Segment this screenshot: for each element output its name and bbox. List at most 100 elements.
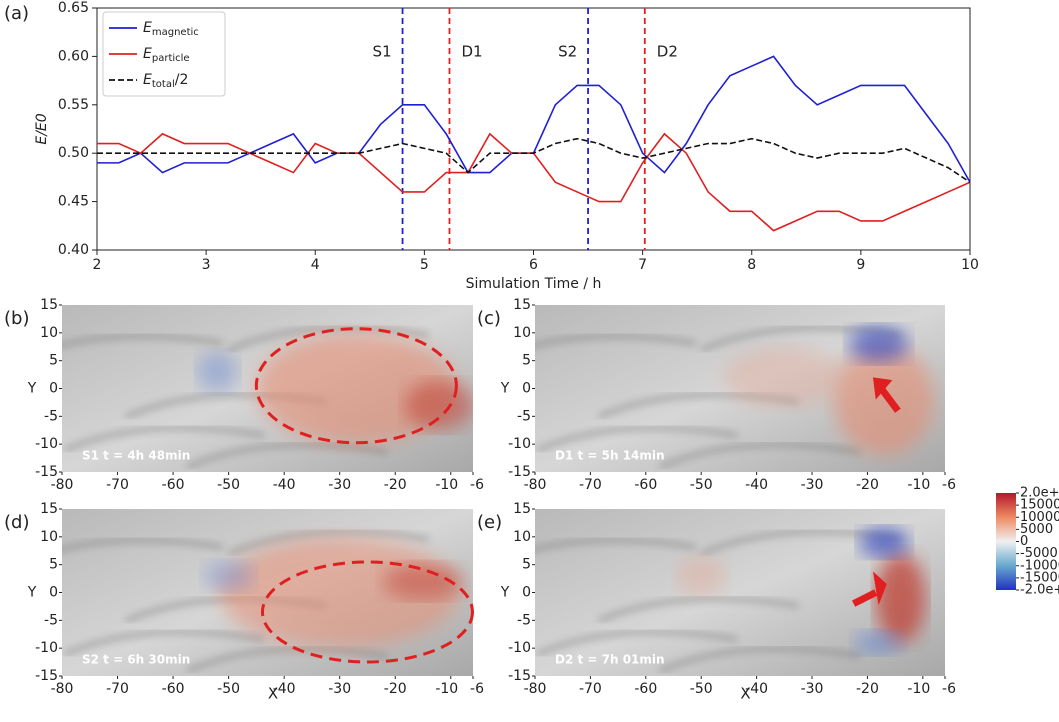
- field-blob: [383, 563, 464, 600]
- y-tick-label: -15: [35, 464, 58, 480]
- y-tick-label: 5: [49, 557, 58, 573]
- x-tick-label: -80: [524, 477, 547, 493]
- y-tick-label: 10: [40, 325, 58, 341]
- panel-label: (a): [4, 3, 29, 24]
- x-tick-label: 4: [311, 257, 320, 273]
- y-tick-label: -10: [508, 436, 531, 452]
- y-tick-label: -15: [508, 668, 531, 684]
- x-tick-label: -10: [907, 477, 930, 493]
- ridge: [62, 333, 224, 348]
- x-axis-label: X: [740, 685, 750, 703]
- caption: S1 t = 4h 48min: [82, 449, 190, 463]
- y-tick-label: 15: [40, 501, 58, 517]
- series-line: [97, 137, 971, 183]
- plot-frame: [96, 7, 971, 251]
- event-label: D2: [657, 43, 678, 61]
- ridge: [63, 629, 265, 657]
- ridge: [658, 646, 861, 674]
- x-tick-label: -80: [51, 681, 74, 697]
- arrow: [878, 386, 901, 413]
- legend-label: Etotal/2: [143, 72, 188, 90]
- colorbar-tick-label: 10000: [1020, 510, 1059, 525]
- arrow-head: [872, 571, 887, 606]
- x-tick-label: -10: [435, 681, 458, 697]
- x-axis-label: X: [268, 685, 278, 703]
- x-tick-label: -80: [524, 681, 547, 697]
- x-tick-label: -40: [745, 681, 768, 697]
- y-tick-label: 10: [513, 325, 531, 341]
- series-line: [97, 132, 971, 232]
- x-tick-label: -70: [106, 681, 129, 697]
- panel-label: (c): [477, 308, 501, 329]
- colorbar-tick-label: -2.0e+04: [1020, 583, 1059, 598]
- y-tick-label: -10: [35, 436, 58, 452]
- y-axis-label: Y: [500, 381, 510, 397]
- arrow-head: [872, 377, 893, 400]
- legend-name: E: [143, 72, 152, 88]
- colorbar-tick-label: 0: [1020, 534, 1028, 549]
- legend-suffix: /2: [175, 72, 189, 88]
- y-axis-label: Y: [27, 381, 37, 397]
- field-blob: [853, 630, 904, 655]
- legend-sub: particle: [152, 53, 190, 64]
- y-tick-label: 15: [40, 297, 58, 313]
- x-tick-label: 6: [529, 257, 538, 273]
- y-tick-label: -15: [508, 464, 531, 480]
- x-tick-label: -60: [634, 681, 657, 697]
- y-tick-label: 5: [522, 353, 531, 369]
- x-tick-label: -60: [634, 477, 657, 493]
- legend-box: [102, 11, 226, 97]
- legend-name: E: [143, 20, 152, 36]
- render-image: [62, 305, 473, 472]
- x-tick-label: -70: [106, 477, 129, 493]
- ridge: [62, 537, 224, 552]
- x-tick-label: -6: [470, 477, 484, 493]
- x-tick-label: 9: [856, 257, 865, 273]
- x-tick-label: -6: [942, 477, 956, 493]
- render-image: [62, 509, 473, 676]
- ridge: [227, 325, 430, 353]
- y-axis-label: Y: [500, 585, 510, 601]
- y-tick-label: 0: [522, 381, 531, 397]
- x-tick-label: -6: [470, 681, 484, 697]
- y-tick-label: 0: [522, 585, 531, 601]
- x-axis-label: Simulation Time / h: [466, 276, 602, 292]
- event-label: S2: [558, 43, 577, 61]
- colorbar-tick-label: 2.0e+04: [1020, 486, 1059, 501]
- x-tick-label: -30: [328, 477, 351, 493]
- ridge: [535, 425, 738, 453]
- x-tick-label: -40: [745, 477, 768, 493]
- caption: D2 t = 7h 01min: [555, 653, 665, 667]
- y-tick-label: 0.60: [58, 48, 89, 64]
- y-tick-label: 15: [513, 297, 531, 313]
- x-tick-label: -20: [384, 477, 407, 493]
- legend-sub: magnetic: [152, 27, 199, 38]
- y-tick-label: 0.50: [58, 145, 89, 161]
- field-blob: [834, 344, 935, 455]
- y-tick-label: 10: [40, 529, 58, 545]
- y-tick-label: -5: [517, 408, 531, 424]
- x-tick-label: -20: [856, 681, 879, 697]
- x-tick-label: -20: [856, 477, 879, 493]
- y-tick-label: 5: [49, 353, 58, 369]
- event-label: D1: [461, 43, 482, 61]
- colorbar-tick-label: 5000: [1020, 522, 1053, 537]
- x-tick-label: -40: [273, 681, 296, 697]
- y-tick-label: 0: [49, 585, 58, 601]
- x-tick-label: -50: [217, 477, 240, 493]
- x-tick-label: -30: [801, 681, 824, 697]
- x-tick-label: -40: [273, 477, 296, 493]
- x-tick-label: -60: [162, 477, 185, 493]
- y-tick-label: -15: [35, 668, 58, 684]
- x-tick-label: 2: [93, 257, 102, 273]
- x-tick-label: -80: [51, 477, 74, 493]
- ridge: [535, 537, 697, 552]
- legend-sub: total: [152, 79, 175, 90]
- field-blob: [404, 380, 473, 431]
- legend-label: Emagnetic: [143, 20, 199, 38]
- ridge: [186, 442, 388, 470]
- x-tick-label: -70: [579, 681, 602, 697]
- caption: S2 t = 6h 30min: [82, 653, 190, 667]
- field-blob: [676, 555, 727, 596]
- colorbar-tick-label: -15000: [1020, 570, 1059, 585]
